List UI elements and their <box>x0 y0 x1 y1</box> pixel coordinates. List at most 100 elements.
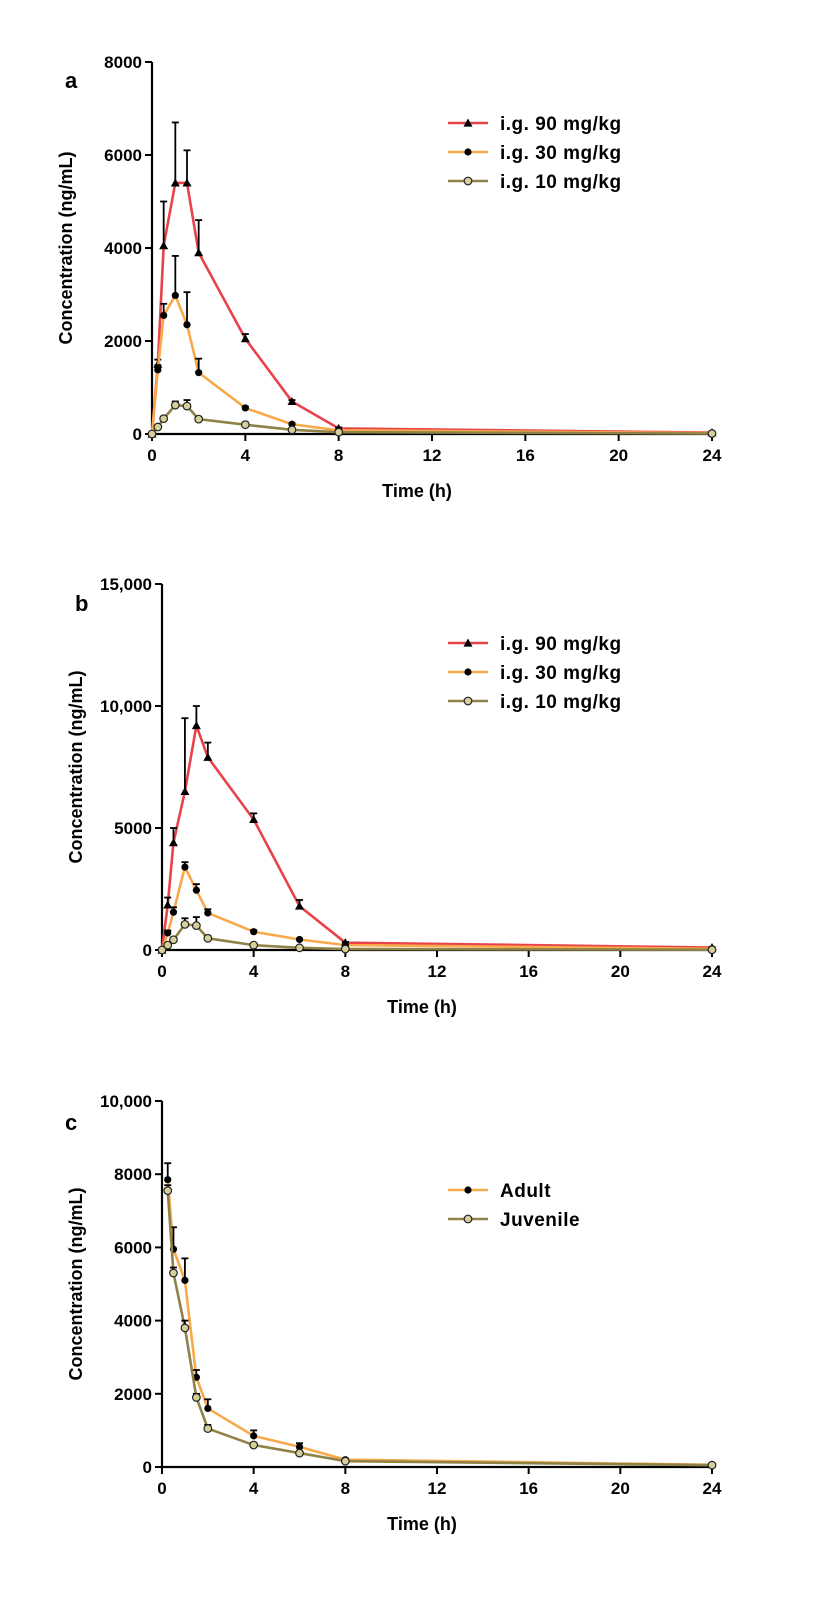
panel-letter: c <box>65 1110 77 1135</box>
data-point <box>180 1323 190 1333</box>
data-point <box>295 943 304 953</box>
legend-label: i.g. 10 mg/kg <box>500 172 622 193</box>
data-point <box>163 940 173 950</box>
x-tick-label: 20 <box>611 1479 630 1498</box>
data-point <box>157 945 167 955</box>
data-point <box>159 241 169 250</box>
data-point <box>203 933 213 943</box>
y-tick-label: 8000 <box>114 1165 152 1184</box>
data-point <box>203 1424 213 1433</box>
legend-entry: Adult <box>448 1181 551 1202</box>
data-point <box>164 1176 172 1184</box>
y-tick-label: 10,000 <box>100 697 152 716</box>
legend-marker <box>463 638 473 647</box>
x-tick-label: 12 <box>423 446 442 465</box>
data-point <box>163 1186 173 1196</box>
series-line <box>166 1179 713 1467</box>
y-tick-label: 2000 <box>104 332 142 351</box>
legend-entry: i.g. 10 mg/kg <box>448 692 622 713</box>
data-point <box>287 425 297 435</box>
data-point <box>181 863 189 871</box>
data-point <box>295 901 304 910</box>
y-tick-label: 2000 <box>114 1385 152 1404</box>
series-0 <box>157 705 717 954</box>
y-tick-label: 0 <box>143 941 152 960</box>
data-point <box>295 935 304 944</box>
data-point <box>249 1440 259 1450</box>
data-point <box>182 401 192 411</box>
x-tick-label: 4 <box>249 962 259 981</box>
data-point <box>181 1276 189 1284</box>
legend-entry: Juvenile <box>448 1210 580 1231</box>
panel-letter: b <box>75 591 88 616</box>
y-tick-label: 10,000 <box>100 1092 152 1111</box>
legend-marker <box>463 1214 473 1224</box>
data-point <box>241 404 249 412</box>
series-0 <box>147 121 717 438</box>
legend-marker <box>463 696 473 706</box>
data-point <box>154 366 162 374</box>
data-point <box>203 752 213 761</box>
data-point <box>240 334 250 343</box>
series-line <box>160 865 713 951</box>
data-point <box>707 1460 717 1470</box>
data-point <box>195 369 203 377</box>
data-point <box>191 921 201 930</box>
y-tick-label: 8000 <box>104 53 142 72</box>
data-point <box>169 908 178 916</box>
panel-letter: a <box>65 68 78 93</box>
data-point <box>191 1393 201 1402</box>
data-point <box>192 886 200 894</box>
x-tick-label: 24 <box>703 962 722 981</box>
x-tick-label: 8 <box>341 1479 350 1498</box>
data-point <box>153 422 163 432</box>
data-point <box>182 178 192 187</box>
y-axis-label: Concentration (ng/mL) <box>66 671 86 864</box>
y-tick-label: 15,000 <box>100 575 152 594</box>
legend-marker <box>464 668 472 676</box>
data-point <box>240 420 250 430</box>
series-1 <box>148 255 716 438</box>
panel-b: 0 5000 10,000 15,000 0 4 8 12 16 20 24 Time (h) Conc… <box>66 575 722 1017</box>
data-point <box>183 321 191 329</box>
data-point <box>707 945 717 955</box>
data-point <box>160 311 168 320</box>
data-point <box>204 1404 212 1413</box>
series-1 <box>163 1184 717 1470</box>
y-tick-label: 6000 <box>104 146 142 165</box>
x-tick-label: 16 <box>519 1479 538 1498</box>
x-tick-label: 4 <box>249 1479 259 1498</box>
y-tick-label: 0 <box>143 1458 152 1477</box>
data-point <box>204 909 212 917</box>
legend-entry: i.g. 90 mg/kg <box>448 114 621 135</box>
data-point <box>169 935 178 945</box>
y-tick-label: 4000 <box>114 1312 152 1331</box>
series-line <box>160 724 713 951</box>
panel-c: 0 2000 4000 6000 8000 10,000 0 4 8 12 16 20 24 Time (… <box>65 1092 722 1534</box>
data-point <box>334 427 344 437</box>
series-line <box>151 403 713 435</box>
legend-marker <box>463 118 473 127</box>
data-point <box>249 814 259 824</box>
data-point <box>295 1443 304 1451</box>
data-point <box>250 1432 258 1440</box>
legend-entry: i.g. 30 mg/kg <box>448 663 621 684</box>
x-tick-label: 8 <box>334 446 343 465</box>
x-tick-label: 0 <box>157 1479 166 1498</box>
legend-label: i.g. 90 mg/kg <box>500 634 622 655</box>
series-line <box>166 1190 713 1467</box>
x-tick-label: 0 <box>157 962 166 981</box>
data-point <box>249 940 259 950</box>
x-tick-label: 16 <box>519 962 538 981</box>
series-1 <box>158 861 716 954</box>
legend-label: i.g. 30 mg/kg <box>500 143 622 164</box>
y-tick-label: 4000 <box>104 239 142 258</box>
x-tick-label: 12 <box>428 962 447 981</box>
x-tick-label: 24 <box>703 1479 722 1498</box>
y-tick-label: 5000 <box>114 819 152 838</box>
legend-label: i.g. 10 mg/kg <box>500 692 622 713</box>
data-point <box>164 929 172 937</box>
data-point <box>191 721 201 730</box>
y-axis-label: Concentration (ng/mL) <box>56 152 76 345</box>
legend-entry: i.g. 90 mg/kg <box>448 634 622 655</box>
